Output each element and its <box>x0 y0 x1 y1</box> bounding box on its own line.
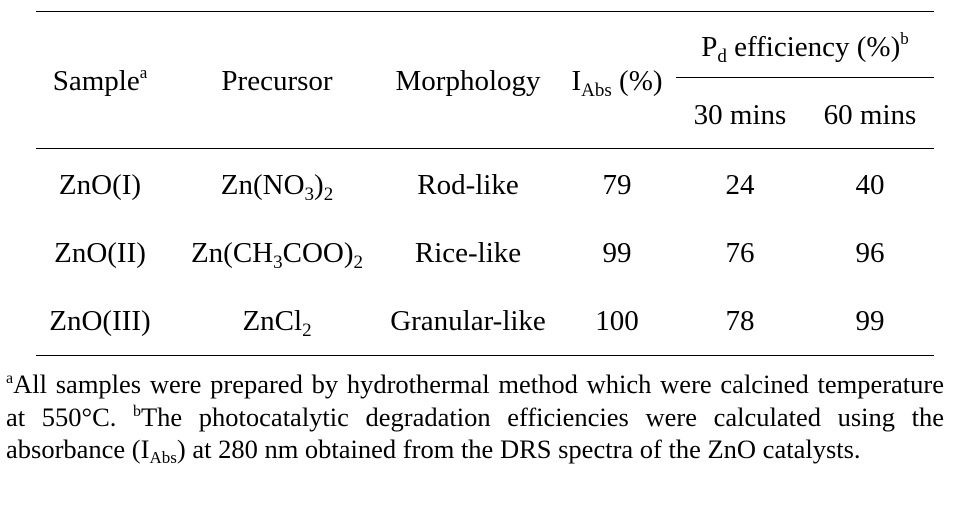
table-row-3-morphology: Granular-like <box>390 305 546 337</box>
table-row-2-pd60: 96 <box>855 237 885 269</box>
table-row-2-morphology: Rice-like <box>414 237 522 269</box>
table-row-3-precursor: ZnCl2 <box>242 305 312 341</box>
table-row-1-iabs: 79 <box>602 169 632 201</box>
table-top-rule <box>36 11 934 13</box>
header-iabs: IAbs (%) <box>571 65 663 101</box>
table-row-3-sample: ZnO(III) <box>49 305 151 337</box>
header-60-mins: 60 mins <box>823 99 917 131</box>
table-row-1-precursor: Zn(NO3)2 <box>220 169 334 205</box>
header-sample: Samplea <box>52 63 148 97</box>
table-row-3-pd60: 99 <box>855 305 885 337</box>
table-row-2-sample: ZnO(II) <box>54 237 146 269</box>
table-row-2-iabs: 99 <box>602 237 632 269</box>
header-precursor: Precursor <box>221 65 333 97</box>
table-row-1-pd60: 40 <box>855 169 885 201</box>
table-row-2-precursor: Zn(CH3COO)2 <box>190 237 364 273</box>
header-bottom-rule <box>36 148 934 150</box>
footnote-b-text: The photocatalytic degradation efficienc… <box>6 401 944 465</box>
table-row-1-pd30: 24 <box>725 169 755 201</box>
header-30-mins: 30 mins <box>693 99 787 131</box>
header-morphology: Morphology <box>395 65 541 97</box>
table-row-3-iabs: 100 <box>595 305 639 337</box>
table-row-2-pd30: 76 <box>725 237 755 269</box>
footnote-a-text: All samples were prepared by hydrotherma… <box>6 369 944 432</box>
table-row-1-morphology: Rod-like <box>417 169 519 201</box>
table-row-3-pd30: 78 <box>725 305 755 337</box>
pd-header-rule <box>676 77 934 79</box>
footnote-paragraph: aAll samples were prepared by hydrotherm… <box>6 369 944 467</box>
table-footnotes: aAll samples were prepared by hydrotherm… <box>6 368 944 466</box>
table-bottom-rule <box>36 355 934 357</box>
table-row-1-sample: ZnO(I) <box>58 169 142 201</box>
header-pd-efficiency: Pd efficiency (%)b <box>701 29 909 67</box>
